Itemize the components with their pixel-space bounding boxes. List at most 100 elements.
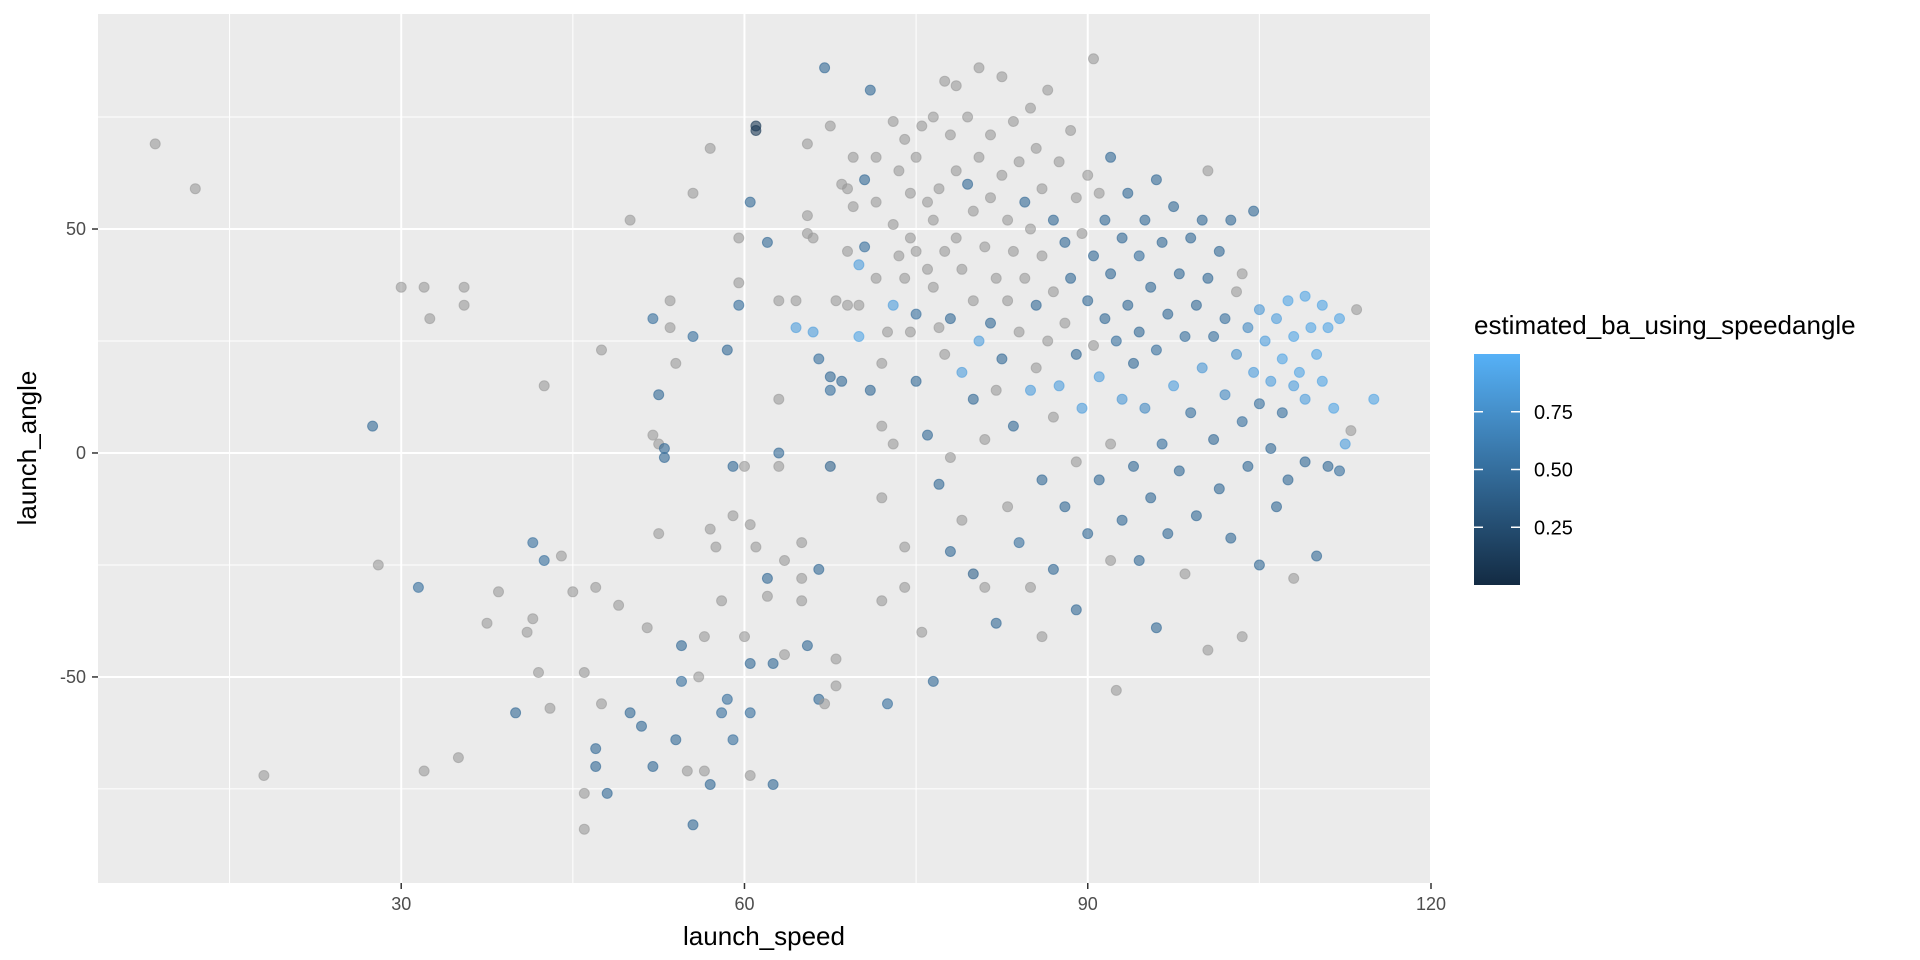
data-point (801, 640, 813, 652)
data-point (967, 568, 979, 580)
data-point (493, 586, 504, 598)
data-point (887, 219, 899, 230)
data-point (750, 120, 762, 132)
data-point (1099, 313, 1111, 325)
data-point (876, 357, 888, 369)
data-point (1219, 389, 1231, 401)
data-point (927, 675, 939, 687)
data-point (996, 353, 1008, 365)
data-point (773, 460, 785, 472)
data-point (767, 658, 779, 669)
data-point (1242, 460, 1254, 472)
data-point (1088, 250, 1099, 262)
data-point (510, 707, 522, 719)
data-point (733, 299, 745, 311)
data-point (1213, 483, 1225, 495)
colorbar-breaks: 0.25 0.50 0.75 (1474, 402, 1573, 539)
data-point (1105, 438, 1117, 450)
data-point (664, 295, 676, 307)
data-point (944, 129, 956, 141)
data-point (790, 295, 802, 307)
data-point (887, 438, 899, 450)
data-point (1093, 474, 1105, 486)
data-point (1025, 223, 1036, 235)
data-point (1145, 492, 1157, 504)
y-tick-label: -50 (60, 667, 86, 687)
x-tick-label: 30 (391, 894, 411, 914)
data-point (1213, 245, 1225, 257)
data-point (973, 62, 985, 74)
data-point (1047, 411, 1059, 423)
data-point (590, 581, 602, 593)
data-point (1185, 232, 1197, 244)
data-point (1070, 456, 1082, 468)
data-point (727, 510, 739, 522)
data-point (1116, 393, 1128, 405)
data-point (590, 761, 602, 772)
data-point (830, 680, 842, 692)
data-point (1088, 53, 1099, 65)
data-point (847, 201, 859, 213)
y-tick-label: 50 (66, 219, 86, 239)
data-point (1025, 384, 1036, 396)
data-point (1316, 299, 1328, 311)
data-point (647, 761, 659, 772)
data-point (830, 653, 842, 665)
data-point (870, 272, 882, 284)
x-axis-title: launch_speed (683, 921, 845, 951)
data-point (1042, 84, 1054, 96)
data-point (452, 752, 464, 764)
data-point (807, 232, 819, 244)
data-point (979, 581, 991, 593)
data-point (636, 720, 647, 732)
data-point (761, 590, 773, 602)
data-point (647, 313, 659, 325)
data-point (922, 263, 933, 275)
data-point (367, 420, 379, 432)
data-point (842, 245, 853, 257)
data-point (481, 617, 493, 629)
data-point (944, 313, 956, 325)
data-point (1070, 604, 1082, 616)
data-point (676, 675, 687, 687)
data-point (1047, 214, 1059, 226)
data-point (1368, 393, 1380, 405)
data-point (939, 245, 951, 257)
data-point (950, 165, 962, 177)
data-point (1002, 214, 1014, 226)
data-point (458, 281, 470, 293)
data-point (1116, 514, 1128, 526)
data-point (744, 770, 756, 781)
data-point (721, 693, 733, 705)
x-tick-label: 60 (734, 894, 754, 914)
data-point (670, 734, 682, 746)
data-point (1299, 456, 1311, 468)
data-point (876, 492, 888, 504)
axis-ticks (92, 228, 1432, 889)
data-point (990, 272, 1002, 284)
data-point (1128, 460, 1139, 472)
data-point (750, 541, 762, 553)
data-point (681, 765, 693, 777)
data-point (1059, 317, 1071, 329)
data-point (990, 617, 1002, 629)
data-point (973, 151, 985, 163)
data-point (1082, 295, 1094, 307)
data-point (1288, 331, 1300, 342)
data-point (1219, 313, 1231, 325)
data-point (904, 187, 916, 199)
data-point (1259, 335, 1271, 347)
data-point (624, 214, 636, 226)
data-point (698, 765, 710, 777)
data-point (1225, 214, 1237, 226)
data-point (1202, 165, 1214, 177)
data-point (1036, 250, 1048, 262)
data-point (1002, 501, 1014, 513)
data-point (1322, 460, 1334, 472)
data-point (1168, 380, 1180, 392)
data-point (796, 537, 808, 549)
plot-panel (98, 14, 1431, 883)
data-point (1007, 245, 1019, 257)
data-point (985, 129, 996, 141)
data-point (985, 317, 996, 329)
